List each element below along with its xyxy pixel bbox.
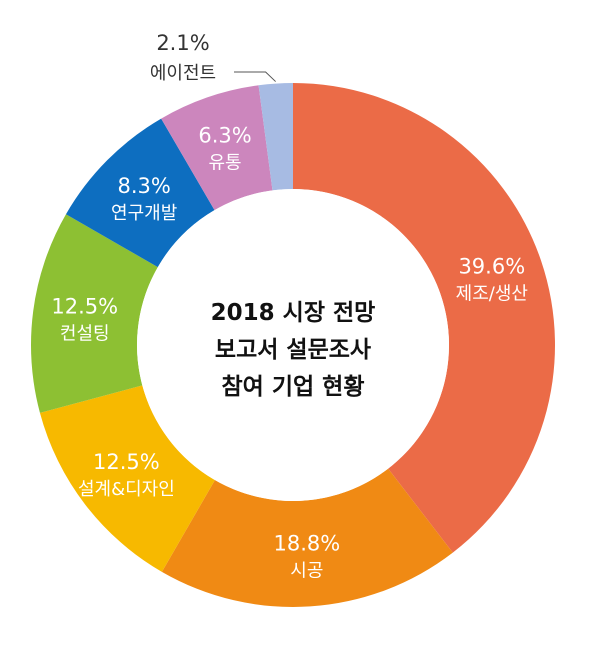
center-title-line-1: 2018 시장 전망	[211, 300, 376, 326]
slice-2-percent: 12.5%	[93, 450, 160, 474]
slice-4	[65, 118, 215, 268]
slice-1	[161, 468, 453, 607]
outside-callout: 2.1% 에이전트	[150, 31, 276, 84]
slice-2-label: 설계&디자인	[78, 479, 175, 500]
center-title-line-3: 참여 기업 현황	[222, 374, 365, 400]
slice-1-label: 시공	[290, 561, 323, 582]
slice-0	[293, 83, 555, 553]
center-title: 2018 시장 전망 보고서 설문조사 참여 기업 현황	[211, 300, 376, 400]
slice-4-percent: 8.3%	[117, 174, 170, 198]
slice-6-label: 에이전트	[150, 63, 216, 84]
slice-6	[258, 83, 293, 191]
donut-hole	[137, 189, 449, 501]
slice-1-percent: 18.8%	[273, 532, 340, 556]
slice-labels: 39.6% 제조/생산 18.8% 시공 12.5% 설계&디자인 12.5% 컨설팅 8.3%…	[51, 123, 528, 581]
slice-5-percent: 6.3%	[198, 123, 251, 147]
slice-6-leader-line	[234, 71, 276, 82]
slice-5-label: 유통	[208, 152, 241, 173]
slice-3	[31, 214, 158, 413]
slice-3-label: 컨설팅	[60, 324, 110, 345]
slice-3-percent: 12.5%	[51, 295, 118, 319]
center-title-line-2: 보고서 설문조사	[215, 337, 371, 363]
slice-4-label: 연구개발	[111, 203, 177, 224]
slice-5	[161, 85, 273, 211]
slice-0-label: 제조/생산	[456, 283, 528, 304]
slice-0-percent: 39.6%	[458, 254, 525, 278]
slice-6-percent: 2.1%	[156, 31, 209, 55]
slice-2	[39, 385, 215, 572]
donut-slices	[31, 83, 555, 607]
